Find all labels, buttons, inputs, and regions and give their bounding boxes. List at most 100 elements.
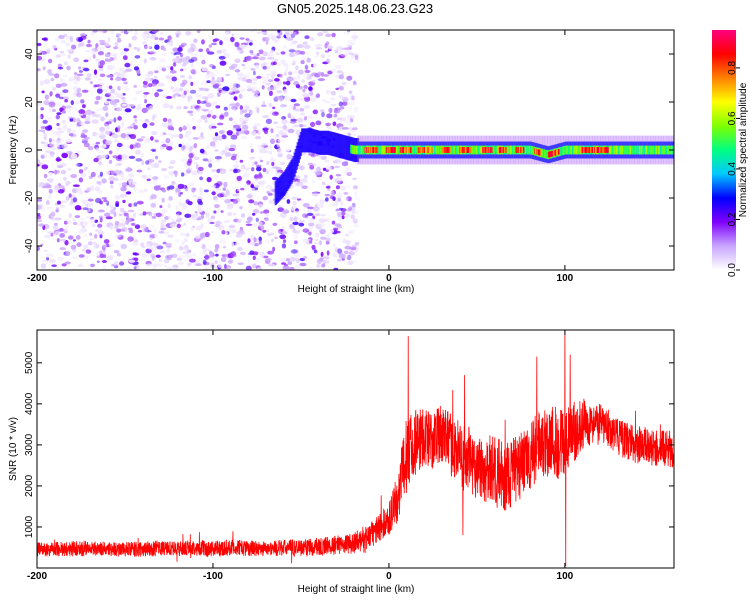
heatmap-cell — [217, 224, 225, 230]
heatmap-cell — [339, 126, 342, 130]
heatmap-cell — [116, 37, 122, 43]
heatmap-cell — [151, 115, 155, 121]
heatmap-cell — [83, 59, 89, 63]
heatmap-cell — [187, 99, 191, 102]
heatmap-cell — [174, 51, 182, 55]
heatmap-cell — [197, 126, 202, 131]
heatmap-cell — [79, 42, 85, 47]
heatmap-cell — [197, 209, 203, 213]
heatmap-cell — [367, 147, 370, 153]
heatmap-cell — [300, 60, 305, 65]
heatmap-cell — [121, 222, 126, 227]
heatmap-cell — [204, 254, 210, 260]
heatmap-cell — [196, 30, 201, 34]
heatmap-cell — [351, 208, 356, 214]
heatmap-cell — [322, 256, 330, 260]
heatmap-cell — [253, 70, 256, 76]
heatmap-cell — [73, 57, 80, 63]
heatmap-cell — [261, 30, 268, 33]
heatmap-cell — [103, 239, 110, 244]
heatmap-cell — [208, 73, 212, 78]
heatmap-cell — [94, 113, 101, 118]
heatmap-cell — [326, 258, 330, 265]
heatmap-cell — [167, 215, 171, 220]
heatmap-cell — [97, 190, 103, 194]
heatmap-cell — [137, 230, 143, 233]
heatmap-cell — [408, 147, 410, 153]
heatmap-cell — [62, 74, 68, 78]
heatmap-cell — [261, 85, 265, 90]
heatmap-cell — [65, 196, 70, 201]
heatmap-cell — [349, 74, 354, 80]
heatmap-cell — [182, 67, 189, 71]
heatmap-cell — [55, 83, 62, 89]
heatmap-cell — [352, 218, 358, 224]
heatmap-cell — [85, 216, 92, 219]
heatmap-cell — [74, 205, 82, 211]
heatmap-cell — [122, 155, 129, 161]
heatmap-cell — [174, 87, 181, 93]
heatmap-cell — [98, 209, 105, 213]
heatmap-cell — [442, 147, 445, 153]
heatmap-cell — [249, 49, 254, 54]
heatmap-cell — [114, 265, 118, 269]
heatmap-cell — [136, 266, 140, 270]
heatmap-cell — [389, 147, 392, 153]
heatmap-cell — [287, 128, 295, 134]
heatmap-cell — [351, 133, 357, 137]
heatmap-cell — [47, 146, 52, 152]
heatmap-cell — [97, 78, 102, 82]
heatmap-cell — [254, 174, 259, 180]
heatmap-cell — [312, 215, 316, 220]
heatmap-cell — [273, 61, 277, 65]
heatmap-cell — [334, 49, 338, 54]
heatmap-cell — [48, 108, 52, 113]
heatmap-cell — [192, 137, 199, 140]
heatmap-cell — [262, 115, 269, 119]
heatmap-cell — [201, 96, 209, 99]
heatmap-cell — [123, 47, 129, 52]
heatmap-cell — [336, 211, 343, 218]
heatmap-cell — [201, 39, 205, 45]
heatmap-cell — [182, 251, 189, 254]
heatmap-cell — [342, 238, 347, 244]
heatmap-cell — [657, 145, 660, 155]
heatmap-cell — [92, 53, 96, 59]
heatmap-cell — [349, 90, 354, 95]
heatmap-cell — [353, 106, 359, 112]
heatmap-cell — [93, 244, 97, 249]
heatmap-cell — [266, 167, 273, 172]
heatmap-cell — [547, 151, 549, 158]
heatmap-cell — [105, 216, 113, 220]
heatmap-cell — [166, 42, 172, 45]
heatmap-cell — [262, 80, 268, 84]
heatmap-cell — [372, 147, 374, 153]
heatmap-cell — [161, 67, 167, 72]
heatmap-cell — [49, 258, 56, 264]
heatmap-cell — [604, 147, 607, 153]
heatmap-cell — [49, 105, 55, 108]
heatmap-cell — [135, 158, 143, 162]
heatmap-cell — [37, 55, 43, 61]
heatmap-cell — [128, 155, 136, 159]
heatmap-cell — [250, 183, 254, 188]
colorbar-tick-label: 0.0 — [727, 263, 738, 277]
heatmap-cell — [185, 142, 191, 147]
heatmap-cell — [274, 39, 279, 43]
heatmap-cell — [353, 58, 361, 63]
heatmap-cell — [286, 37, 294, 41]
heatmap-cell — [147, 159, 155, 163]
heatmap-cell — [154, 92, 160, 98]
heatmap-cell — [156, 89, 164, 92]
heatmap-cell — [143, 58, 147, 64]
heatmap-cell — [37, 246, 40, 251]
heatmap-cell — [37, 163, 40, 167]
heatmap-cell — [196, 93, 203, 99]
heatmap-cell — [112, 155, 119, 159]
heatmap-cell — [252, 125, 257, 130]
heatmap-cell — [303, 174, 308, 179]
heatmap-cell — [346, 173, 350, 176]
heatmap-cell — [344, 197, 349, 202]
heatmap-cell — [201, 67, 209, 72]
